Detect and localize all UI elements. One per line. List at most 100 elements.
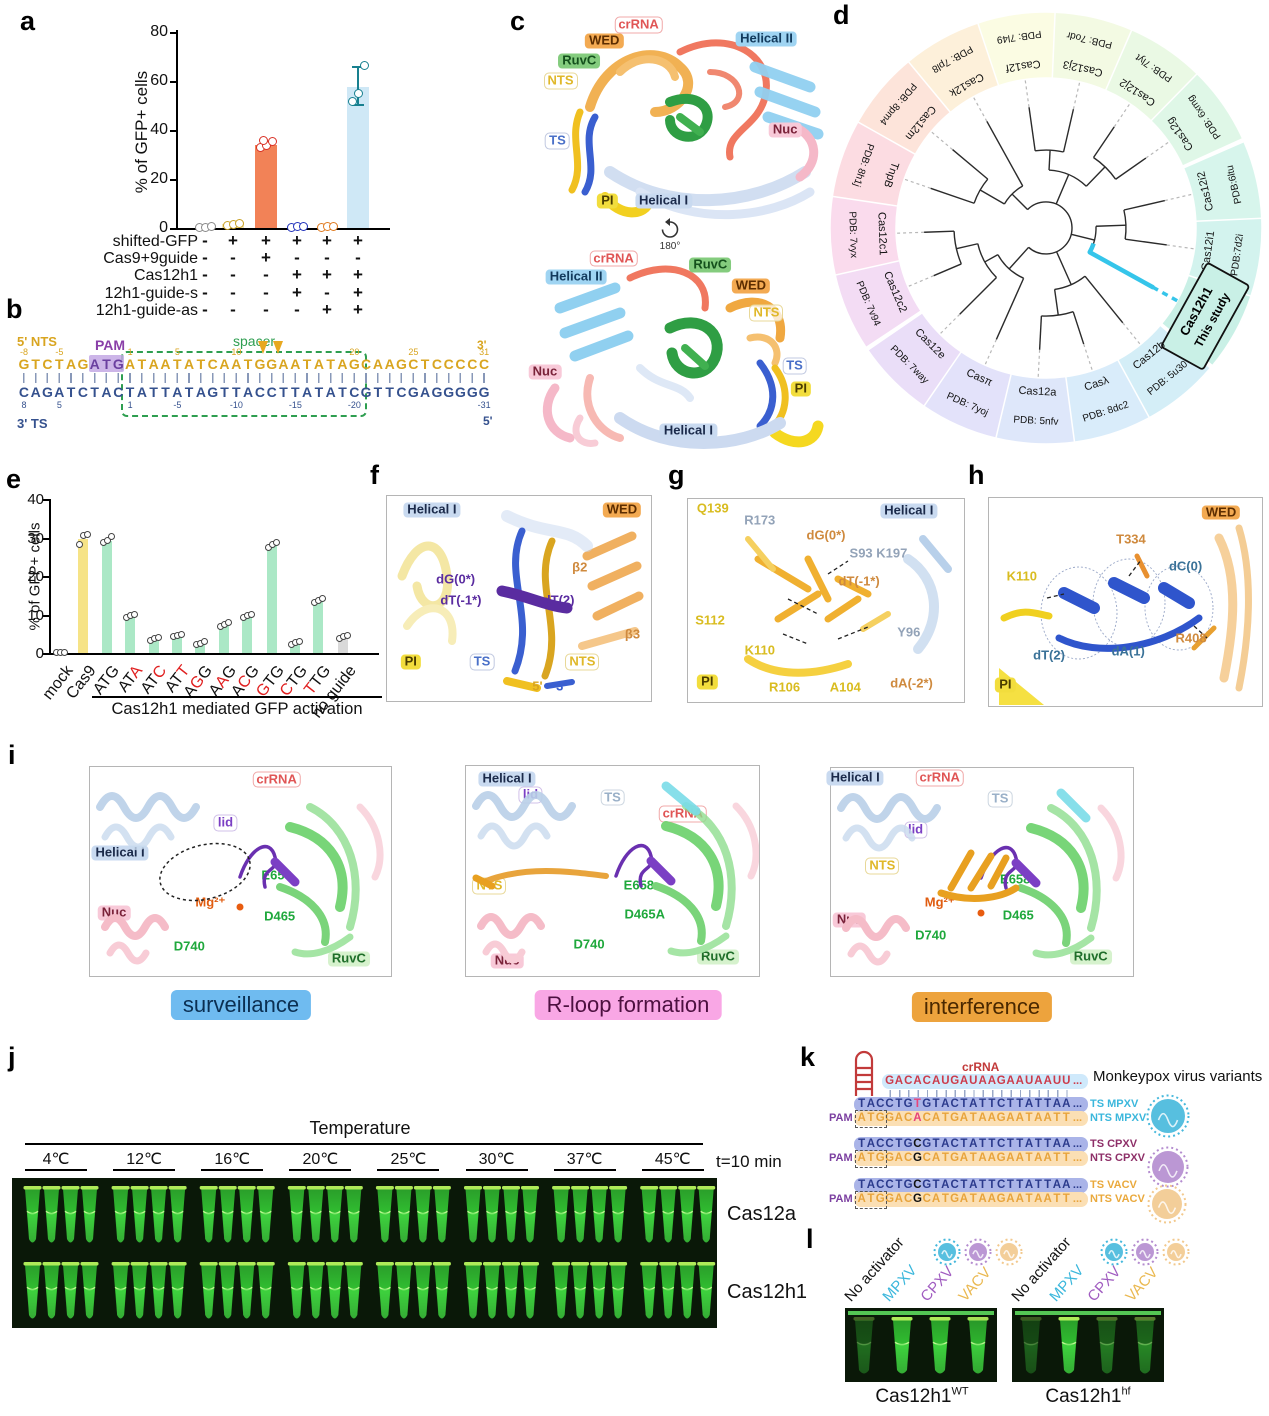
rotate-180-icon: 180° xyxy=(650,218,690,252)
ts-strand-label: TS VACV xyxy=(1090,1179,1137,1191)
caption-interference: interference xyxy=(911,992,1053,1022)
label-y96: Y96 xyxy=(897,624,921,640)
ts-base: T xyxy=(232,384,241,400)
label-k110: K110 xyxy=(1006,568,1037,584)
nts-base: C xyxy=(479,356,490,372)
ts-base: C xyxy=(349,384,360,400)
ts-base: T xyxy=(291,384,300,400)
label-r408: R408 xyxy=(1175,630,1207,646)
ts-seq-base: C xyxy=(913,1138,922,1150)
top-position-number: 31 xyxy=(479,347,490,357)
nts-base: A xyxy=(184,356,195,372)
bar xyxy=(219,624,229,653)
detection-gel-wt xyxy=(845,1308,997,1382)
time-label: t=10 min xyxy=(716,1152,782,1171)
ts-base: C xyxy=(254,384,265,400)
data-point xyxy=(103,537,111,545)
label-dc-0-: dC(0) xyxy=(1168,558,1203,574)
condition-value: + xyxy=(353,265,363,285)
panel-letter-j: j xyxy=(8,1042,16,1072)
crRNA-seq-base: C xyxy=(922,1075,931,1087)
condition-label: Cas12h1 xyxy=(133,267,198,285)
nts-base: T xyxy=(31,356,40,372)
nts-seq-base: T xyxy=(1062,1112,1070,1124)
highlight-connector xyxy=(1151,285,1183,305)
label-k110: K110 xyxy=(744,642,775,658)
ts-base: G xyxy=(360,384,372,400)
tree-branch xyxy=(1125,238,1167,246)
nts-seq-base: A xyxy=(1043,1152,1052,1164)
nts-seq-base: A xyxy=(1015,1193,1024,1205)
nts-base: C xyxy=(42,356,53,372)
ts-seq-base: A xyxy=(1062,1138,1071,1150)
y-tick xyxy=(170,81,176,83)
bar xyxy=(102,541,112,653)
nts-base: G xyxy=(254,356,266,372)
ts-seq-base: T xyxy=(988,1098,996,1110)
ts-seq-base: A xyxy=(866,1098,876,1110)
y-tick-label: 10 xyxy=(27,606,44,624)
tree-stub xyxy=(1008,246,1030,270)
ts-seq-base: G xyxy=(922,1098,932,1110)
tree-stub xyxy=(1053,289,1059,316)
panel-letter-b: b xyxy=(6,294,23,324)
tree-branch xyxy=(1092,126,1115,158)
label-helical-i: Helical I xyxy=(826,770,884,786)
ts-seq-base: C xyxy=(950,1138,959,1150)
ts-seq-base: T xyxy=(1044,1179,1052,1191)
ts-base: G xyxy=(466,384,478,400)
pam-dashed-box xyxy=(855,1110,887,1128)
nts-base: A xyxy=(89,356,100,372)
base-pair-ticks xyxy=(18,373,490,383)
tree-arc xyxy=(1027,201,1073,255)
data-point xyxy=(206,222,216,232)
bar xyxy=(338,637,348,653)
temperature-rule xyxy=(25,1143,703,1145)
label-wed: WED xyxy=(585,32,624,49)
condition-value: - xyxy=(263,265,269,285)
ts-base: A xyxy=(243,384,254,400)
label-d740: D740 xyxy=(573,936,605,952)
label-ruvc: RuvC xyxy=(689,256,732,273)
y-axis-label: % of GFP+ cells xyxy=(132,70,151,194)
y-tick-label: 30 xyxy=(27,529,44,547)
temp-label: 16℃ xyxy=(214,1151,251,1168)
top-position-number: 5 xyxy=(174,347,180,357)
nts-seq-bg xyxy=(854,1111,1088,1126)
structure-art-g xyxy=(744,535,952,677)
ts-base: T xyxy=(338,384,347,400)
condition-value: + xyxy=(228,231,238,250)
panel-letter-f: f xyxy=(370,460,379,490)
tree-branch xyxy=(1028,107,1036,151)
ts-seq-bg xyxy=(854,1137,1088,1152)
lane-virus-icon xyxy=(1100,1238,1128,1266)
ts-seq-base: A xyxy=(1052,1138,1062,1150)
label-q139: Q139 xyxy=(696,500,729,516)
virus-icon-mpxv xyxy=(1146,1094,1190,1138)
crRNA-seq-base: A xyxy=(913,1075,922,1087)
label-e658: E658 xyxy=(623,877,655,893)
bottom-position-number: 5 xyxy=(56,400,62,410)
nts-base: C xyxy=(467,356,478,372)
crRNA-seq-base: A xyxy=(894,1075,904,1087)
nts-base: A xyxy=(290,356,301,372)
ts-base: G xyxy=(431,384,443,400)
bar xyxy=(347,87,369,228)
label-da-2-: dA(-2*) xyxy=(890,675,933,691)
ts-base: A xyxy=(136,384,147,400)
label-pi: PI xyxy=(697,673,718,690)
ts-base: T xyxy=(90,384,99,400)
highlight-branch xyxy=(1087,249,1155,290)
label-ruvc: RuvC xyxy=(558,52,601,69)
taxon-name: Cas12i1 xyxy=(1200,230,1218,272)
x-axis xyxy=(49,653,379,655)
condition-value: - xyxy=(202,299,208,319)
nts-base: A xyxy=(278,356,289,372)
label-helical-ii: Helical II xyxy=(545,269,607,285)
label-mg-: Mg²⁺ xyxy=(195,894,226,910)
label-helical-i: Helical I xyxy=(634,192,693,209)
ts-seq-base: T xyxy=(895,1098,903,1110)
data-point xyxy=(347,97,357,107)
ts-seq-base: T xyxy=(932,1179,940,1191)
condition-value: - xyxy=(294,248,300,268)
